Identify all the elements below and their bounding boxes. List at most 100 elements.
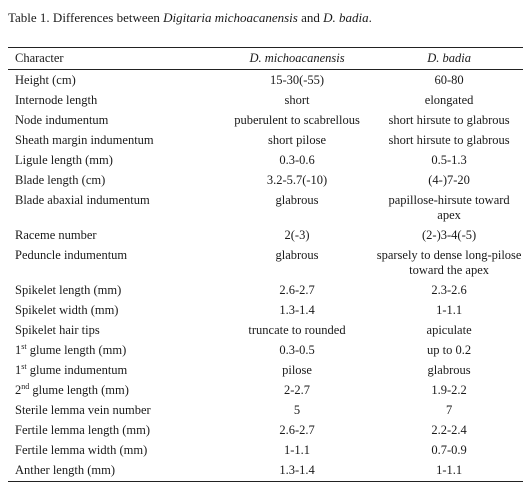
character-text: Sheath margin indumentum: [15, 133, 154, 147]
michoacanensis-value: 3.2-5.7(-10): [266, 173, 328, 187]
table-row: Spikelet hair tips truncate to rounded api…: [8, 321, 523, 341]
badia-value: 7: [445, 403, 453, 417]
differences-table: Character D. michoacanensis D. badia Hei…: [8, 47, 523, 482]
character-text: 2: [15, 383, 22, 397]
ordinal-suffix: st: [21, 361, 27, 371]
character-text-rest: glume length (mm): [26, 343, 127, 357]
michoacanensis-value: 0.3-0.6: [279, 153, 315, 167]
character-text: Fertile lemma width (mm): [15, 443, 148, 457]
character-cell: Blade length (cm): [8, 171, 219, 191]
badia-value: 60-80: [434, 73, 464, 87]
michoacanensis-value: pilose: [282, 363, 312, 377]
badia-value: elongated: [424, 93, 474, 107]
table-row: Ligule length (mm) 0.3-0.6 0.5-1.3: [8, 151, 523, 171]
character-text: Spikelet width (mm): [15, 303, 119, 317]
michoacanensis-value: glabrous: [275, 193, 319, 207]
badia-value: 1.9-2.2: [431, 383, 467, 397]
michoacanensis-value: 1.3-1.4: [279, 303, 315, 317]
character-text: Internode length: [15, 93, 98, 107]
character-cell: Anther length (mm): [8, 461, 219, 482]
character-text: 1: [15, 363, 22, 377]
michoacanensis-value: 2(-3): [284, 228, 310, 242]
character-text: Sterile lemma vein number: [15, 403, 151, 417]
character-cell: Sheath margin indumentum: [8, 131, 219, 151]
character-cell: Spikelet length (mm): [8, 281, 219, 301]
michoacanensis-value: 15-30(-55): [269, 73, 325, 87]
table-row: Spikelet length (mm) 2.6-2.7 2.3-2.6: [8, 281, 523, 301]
badia-value: short hirsute to glabrous: [388, 113, 510, 127]
michoacanensis-value: 2-2.7: [284, 383, 311, 397]
table-row: Peduncle indumentum glabrous sparsely to d…: [8, 246, 523, 281]
character-text: Node indumentum: [15, 113, 109, 127]
table-row: 1st glume length (mm) 0.3-0.5 up to 0.2: [8, 341, 523, 361]
badia-value: 2.3-2.6: [431, 283, 467, 297]
character-text: 1: [15, 343, 22, 357]
caption-species-1: Digitaria michoacanensis: [163, 10, 298, 25]
table-row: 2nd glume length (mm) 2-2.7 1.9-2.2: [8, 381, 523, 401]
michoacanensis-value: 2.6-2.7: [279, 423, 315, 437]
caption-middle: and: [297, 10, 324, 25]
michoacanensis-value: 1-1.1: [284, 443, 311, 457]
character-text-rest: glume length (mm): [29, 383, 129, 397]
character-text: Height (cm): [15, 73, 76, 87]
badia-value: 2.2-2.4: [431, 423, 467, 437]
character-cell: Ligule length (mm): [8, 151, 219, 171]
badia-value: 1-1.1: [436, 303, 463, 317]
character-cell: Fertile lemma length (mm): [8, 421, 219, 441]
character-cell: Raceme number: [8, 226, 219, 246]
table-row: Raceme number 2(-3) (2-)3-4(-5): [8, 226, 523, 246]
character-cell: Internode length: [8, 91, 219, 111]
character-text: Ligule length (mm): [15, 153, 113, 167]
michoacanensis-value: 5: [293, 403, 301, 417]
ordinal-suffix: st: [21, 341, 27, 351]
michoacanensis-value: short: [284, 93, 310, 107]
table-row: Sheath margin indumentum short pilose shor…: [8, 131, 523, 151]
badia-value: up to 0.2: [427, 343, 472, 357]
character-cell: 2nd glume length (mm): [8, 381, 219, 401]
badia-value: apiculate: [426, 323, 472, 337]
badia-value: short hirsute to glabrous: [388, 133, 510, 147]
badia-value: papillose-hirsute toward apex: [388, 193, 510, 222]
character-cell: Spikelet hair tips: [8, 321, 219, 341]
michoacanensis-value: glabrous: [275, 248, 319, 262]
character-cell: Sterile lemma vein number: [8, 401, 219, 421]
table-row: Node indumentum puberulent to scabrellous…: [8, 111, 523, 131]
badia-value: (4-)7-20: [428, 173, 470, 187]
table-row: Height (cm) 15-30(-55) 60-80: [8, 70, 523, 92]
badia-value: (2-)3-4(-5): [422, 228, 477, 242]
table-row: Internode length short elongated: [8, 91, 523, 111]
table-row: Sterile lemma vein number 5 7: [8, 401, 523, 421]
character-cell: Node indumentum: [8, 111, 219, 131]
header-row: Character D. michoacanensis D. badia: [8, 47, 523, 70]
badia-value: 1-1.1: [436, 463, 463, 477]
badia-value: sparsely to dense long-pilose toward the…: [376, 248, 522, 277]
character-text: Spikelet hair tips: [15, 323, 100, 337]
michoacanensis-value: 1.3-1.4: [279, 463, 315, 477]
header-character: Character: [15, 51, 64, 65]
table-row: Fertile lemma width (mm) 1-1.1 0.7-0.9: [8, 441, 523, 461]
badia-value: 0.7-0.9: [431, 443, 467, 457]
caption-prefix: Table 1. Differences between: [8, 10, 164, 25]
character-text: Spikelet length (mm): [15, 283, 122, 297]
caption-species-2: D. badia: [323, 10, 369, 25]
character-cell: 1st glume indumentum: [8, 361, 219, 381]
character-cell: Height (cm): [8, 70, 219, 92]
table-row: Spikelet width (mm) 1.3-1.4 1-1.1: [8, 301, 523, 321]
character-text: Raceme number: [15, 228, 97, 242]
character-cell: 1st glume length (mm): [8, 341, 219, 361]
header-michoacanensis: D. michoacanensis: [249, 50, 345, 65]
character-cell: Peduncle indumentum: [8, 246, 219, 281]
badia-value: glabrous: [427, 363, 471, 377]
table-row: Fertile lemma length (mm) 2.6-2.7 2.2-2.4: [8, 421, 523, 441]
table-row: Anther length (mm) 1.3-1.4 1-1.1: [8, 461, 523, 482]
table-body: Height (cm) 15-30(-55) 60-80 Internode leng…: [8, 70, 523, 482]
table-row: Blade abaxial indumentum glabrous papillos…: [8, 191, 523, 226]
michoacanensis-value: 0.3-0.5: [279, 343, 315, 357]
michoacanensis-value: short pilose: [268, 133, 327, 147]
caption-suffix: .: [368, 10, 372, 25]
character-text: Blade length (cm): [15, 173, 106, 187]
character-text-rest: glume indumentum: [26, 363, 128, 377]
table-caption: Table 1. Differences between Digitaria m…: [8, 10, 372, 26]
character-cell: Blade abaxial indumentum: [8, 191, 219, 226]
table-row: Blade length (cm) 3.2-5.7(-10) (4-)7-20: [8, 171, 523, 191]
